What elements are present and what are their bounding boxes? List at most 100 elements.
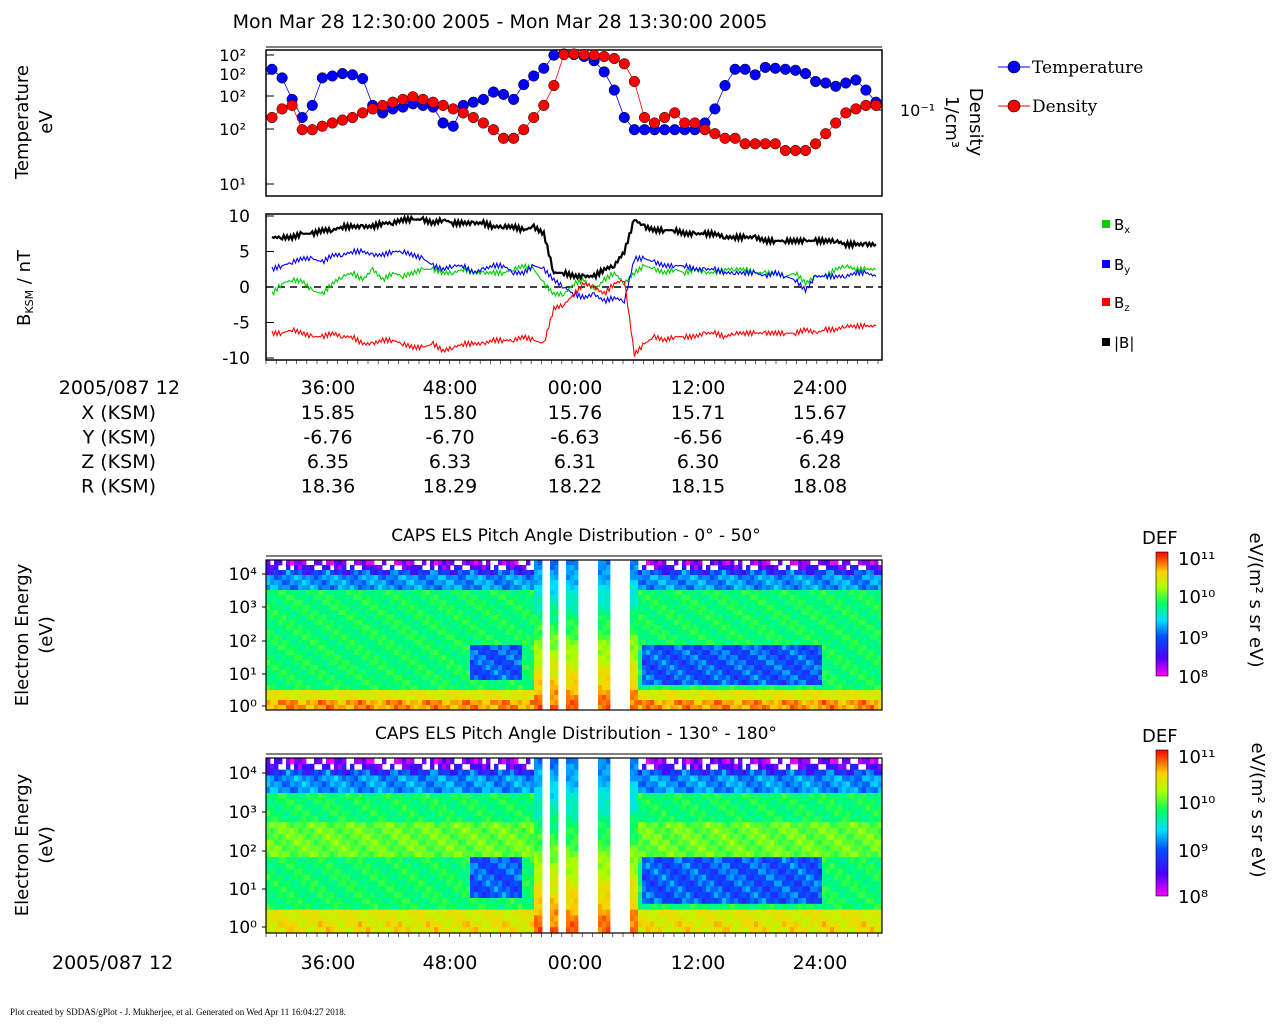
heatmap-cell	[334, 565, 339, 571]
heatmap-cell	[674, 625, 679, 631]
heatmap-cell	[286, 863, 291, 870]
heatmap-cell	[738, 605, 743, 611]
heatmap-cell	[790, 680, 795, 686]
heatmap-cell	[290, 804, 295, 811]
heatmap-cell	[266, 575, 271, 581]
ephemeris-value: 15.85	[301, 402, 355, 424]
heatmap-cell	[722, 690, 727, 696]
heatmap-cell	[822, 685, 827, 691]
heatmap-cell	[870, 705, 875, 711]
heatmap-cell	[414, 660, 419, 666]
heatmap-cell	[290, 660, 295, 666]
heatmap-cell	[270, 921, 275, 928]
heatmap-cell	[482, 650, 487, 656]
heatmap-cell	[414, 585, 419, 591]
heatmap-cell	[510, 675, 515, 681]
heatmap-cell	[430, 575, 435, 581]
heatmap-cell	[650, 570, 655, 576]
heatmap-cell	[710, 635, 715, 641]
heatmap-cell	[318, 610, 323, 616]
heatmap-cell	[494, 565, 499, 571]
heatmap-cell	[370, 580, 375, 586]
heatmap-cell	[494, 605, 499, 611]
heatmap-cell	[846, 590, 851, 596]
heatmap-cell	[478, 630, 483, 636]
legend-by-swatch	[1102, 260, 1110, 268]
heatmap-cell	[470, 700, 475, 706]
heatmap-cell	[498, 685, 503, 691]
heatmap-cell	[410, 580, 415, 586]
heatmap-cell	[682, 600, 687, 606]
heatmap-cell	[870, 615, 875, 621]
heatmap-cell	[646, 650, 651, 656]
heatmap-cell	[538, 565, 543, 571]
heatmap-cell	[774, 610, 779, 616]
ephemeris-value: 6.28	[799, 451, 841, 473]
heatmap-cell	[734, 585, 739, 591]
heatmap-cell	[858, 645, 863, 651]
heatmap-cell	[746, 610, 751, 616]
heatmap-cell	[754, 610, 759, 616]
heatmap-cell	[398, 625, 403, 631]
heatmap-cell	[798, 595, 803, 601]
heatmap-cell	[422, 590, 427, 596]
heatmap-cell	[690, 625, 695, 631]
heatmap-cell	[654, 620, 659, 626]
heatmap-cell	[358, 665, 363, 671]
heatmap-cell	[386, 660, 391, 666]
heatmap-cell	[414, 680, 419, 686]
heatmap-cell	[694, 560, 699, 566]
heatmap-cell	[702, 585, 707, 591]
heatmap-cell	[302, 690, 307, 696]
heatmap-cell	[810, 565, 815, 571]
heatmap-cell	[782, 700, 787, 706]
heatmap-cell	[386, 680, 391, 686]
heatmap-cell	[702, 650, 707, 656]
heatmap-cell	[606, 605, 611, 611]
heatmap-cell	[818, 670, 823, 676]
heatmap-cell	[310, 863, 315, 870]
heatmap-cell	[486, 705, 491, 711]
colorbar-tick-label: 10¹⁰	[1178, 587, 1215, 608]
heatmap-cell	[378, 700, 383, 706]
heatmap-cell	[426, 600, 431, 606]
heatmap-cell	[762, 655, 767, 661]
heatmap-cell	[554, 560, 559, 566]
heatmap-cell	[362, 615, 367, 621]
heatmap-cell	[322, 886, 327, 893]
heatmap-cell	[446, 605, 451, 611]
heatmap-cell	[438, 605, 443, 611]
heatmap-cell	[770, 650, 775, 656]
heatmap-cell	[354, 615, 359, 621]
heatmap-cell	[362, 580, 367, 586]
heatmap-cell	[278, 915, 283, 922]
heatmap-cell	[306, 845, 311, 852]
heatmap-cell	[342, 758, 347, 765]
heatmap-cell	[338, 781, 343, 788]
heatmap-cell	[854, 645, 859, 651]
heatmap-cell	[458, 705, 463, 711]
heatmap-cell	[522, 615, 527, 621]
heatmap-cell	[278, 695, 283, 701]
heatmap-cell	[846, 635, 851, 641]
heatmap-cell	[722, 560, 727, 566]
heatmap-cell	[766, 635, 771, 641]
heatmap-cell	[718, 625, 723, 631]
heatmap-cell	[370, 570, 375, 576]
heatmap-cell	[718, 610, 723, 616]
heatmap-cell	[470, 655, 475, 661]
heatmap-cell	[434, 625, 439, 631]
heatmap-cell	[642, 640, 647, 646]
heatmap-cell	[870, 640, 875, 646]
heatmap-cell	[482, 695, 487, 701]
heatmap-cell	[714, 700, 719, 706]
heatmap-cell	[318, 915, 323, 922]
heatmap-cell	[858, 690, 863, 696]
heatmap-cell	[446, 620, 451, 626]
heatmap-cell	[322, 590, 327, 596]
heatmap-cell	[290, 570, 295, 576]
heatmap-cell	[714, 570, 719, 576]
heatmap-cell	[746, 575, 751, 581]
heatmap-cell	[826, 560, 831, 566]
heatmap-cell	[314, 670, 319, 676]
